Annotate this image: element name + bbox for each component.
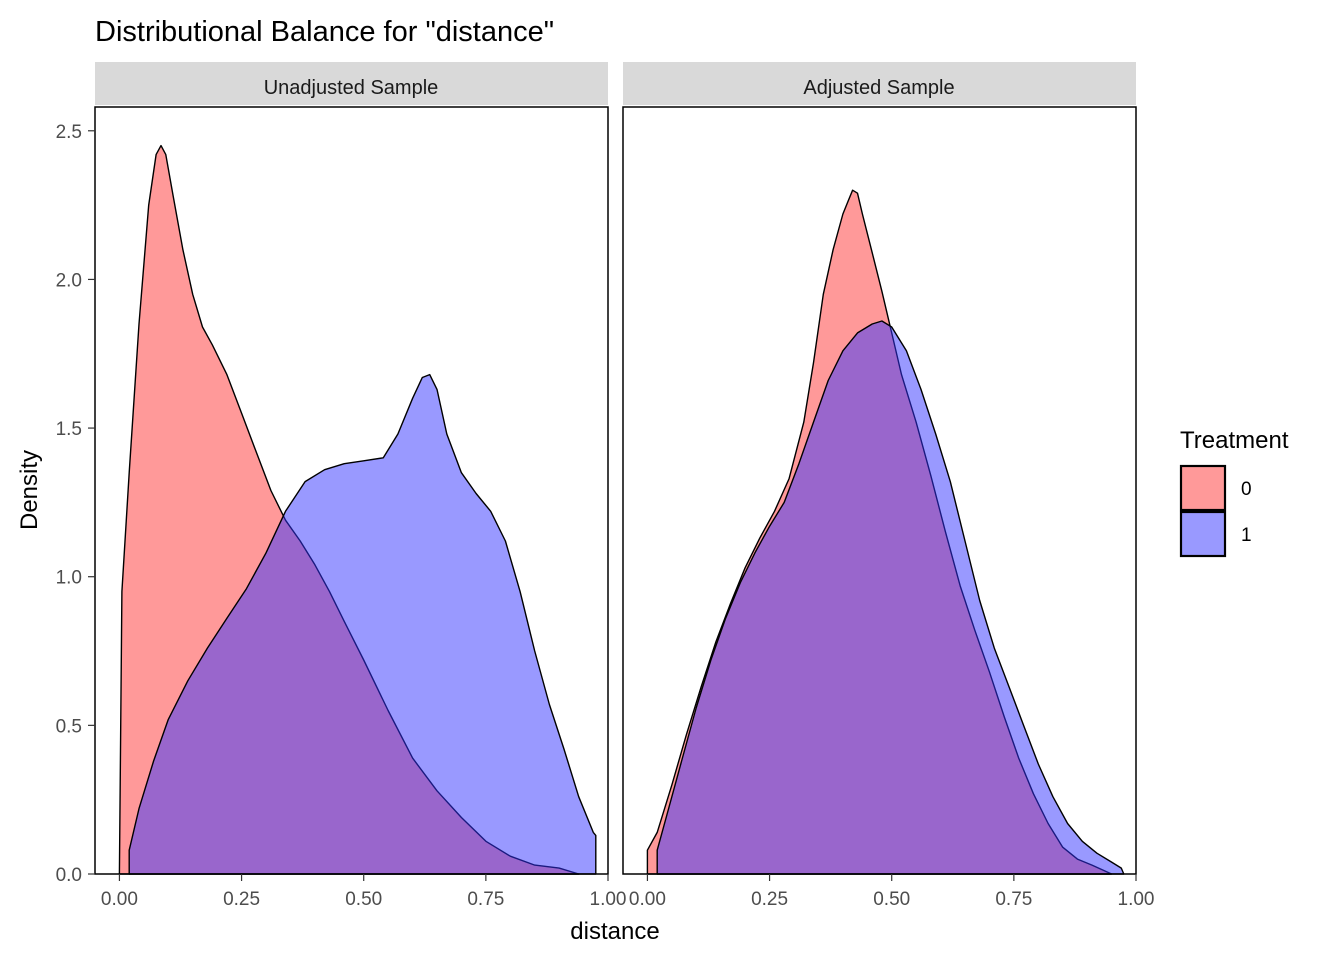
x-axis-adjusted: 0.00 0.25 0.50 0.75 1.00 (629, 874, 1155, 910)
x-tick-label: 1.00 (590, 889, 627, 910)
legend-label: 0 (1241, 479, 1252, 500)
y-tick-label: 2.5 (56, 122, 82, 143)
panel-unadjusted-sample: Unadjusted Sample (94, 62, 609, 875)
strip-background (95, 62, 608, 105)
y-axis: 0.0 0.5 1.0 1.5 2.0 2.5 (56, 122, 95, 886)
legend-title: Treatment (1180, 427, 1289, 454)
x-tick-label: 0.50 (345, 889, 382, 910)
y-tick-label: 2.0 (56, 270, 82, 291)
panel-border (622, 106, 1137, 875)
density-area-treatment-1 (128, 373, 597, 875)
strip-background (623, 62, 1136, 105)
plot-area (646, 189, 1125, 875)
legend-key-treatment-1 (1179, 510, 1227, 558)
y-axis-title: Density (16, 450, 43, 530)
x-tick-label: 0.75 (995, 889, 1032, 910)
legend: Treatment 0 1 (1179, 427, 1289, 558)
panel-border (94, 106, 609, 875)
x-axis-unadjusted: 0.00 0.25 0.50 0.75 1.00 (101, 874, 627, 910)
x-tick-label: 0.75 (467, 889, 504, 910)
strip-label-unadjusted: Unadjusted Sample (264, 77, 439, 99)
chart-title: Distributional Balance for "distance" (95, 16, 554, 48)
density-area-treatment-1 (656, 320, 1125, 875)
x-tick-label: 0.25 (751, 889, 788, 910)
y-tick-label: 0.5 (56, 716, 82, 737)
x-tick-label: 0.00 (101, 889, 138, 910)
x-tick-label: 1.00 (1118, 889, 1155, 910)
y-tick-label: 0.0 (56, 865, 82, 886)
x-tick-label: 0.00 (629, 889, 666, 910)
y-tick-label: 1.5 (56, 419, 82, 440)
x-tick-label: 0.50 (873, 889, 910, 910)
y-tick-label: 1.0 (56, 568, 82, 589)
legend-key-treatment-0 (1179, 464, 1227, 512)
legend-label: 1 (1241, 525, 1252, 546)
x-tick-label: 0.25 (223, 889, 260, 910)
x-axis-title: distance (570, 918, 659, 945)
panel-adjusted-sample: Adjusted Sample (622, 62, 1137, 875)
strip-label-adjusted: Adjusted Sample (803, 77, 954, 99)
plot-area (118, 144, 597, 875)
